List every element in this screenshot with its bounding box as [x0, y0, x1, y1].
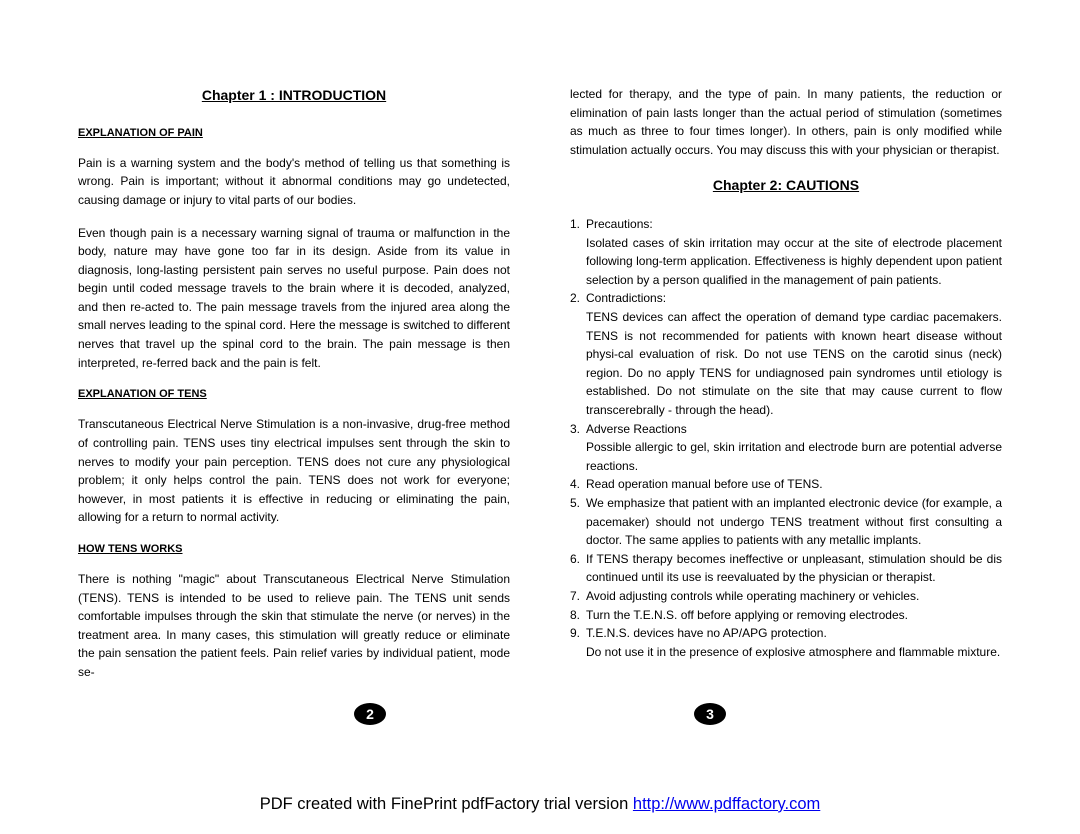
list-text: Avoid adjusting controls while operating…: [586, 587, 1002, 606]
list-item: 9.T.E.N.S. devices have no AP/APG protec…: [570, 624, 1002, 643]
list-number: 1.: [570, 215, 586, 234]
list-number: [570, 438, 586, 475]
page-number-left: 2: [354, 703, 386, 725]
list-number: [570, 643, 586, 662]
paragraph: Transcutaneous Electrical Nerve Stimulat…: [78, 415, 510, 527]
chapter2-title: Chapter 2: CAUTIONS: [570, 175, 1002, 197]
cautions-list: 1.Precautions: Isolated cases of skin ir…: [570, 215, 1002, 661]
list-item: Possible allergic to gel, skin irritatio…: [570, 438, 1002, 475]
list-text: Isolated cases of skin irritation may oc…: [586, 234, 1002, 290]
heading-explanation-pain: EXPLANATION OF PAIN: [78, 125, 510, 142]
chapter1-title: Chapter 1 : INTRODUCTION: [78, 85, 510, 107]
heading-how-tens-works: HOW TENS WORKS: [78, 541, 510, 558]
page-right: lected for therapy, and the type of pain…: [570, 85, 1002, 695]
page-number-right: 3: [694, 703, 726, 725]
list-text: We emphasize that patient with an implan…: [586, 494, 1002, 550]
list-item: 7.Avoid adjusting controls while operati…: [570, 587, 1002, 606]
list-number: [570, 234, 586, 290]
list-text: Precautions:: [586, 215, 1002, 234]
paragraph: There is nothing "magic" about Transcuta…: [78, 570, 510, 682]
list-item: 2.Contradictions:: [570, 289, 1002, 308]
list-number: 9.: [570, 624, 586, 643]
list-text: T.E.N.S. devices have no AP/APG protecti…: [586, 624, 1002, 643]
footer: PDF created with FinePrint pdfFactory tr…: [0, 795, 1080, 814]
list-number: 2.: [570, 289, 586, 308]
list-number: 3.: [570, 420, 586, 439]
list-number: 4.: [570, 475, 586, 494]
list-item: Do not use it in the presence of explosi…: [570, 643, 1002, 662]
list-item: 5.We emphasize that patient with an impl…: [570, 494, 1002, 550]
footer-link[interactable]: http://www.pdffactory.com: [633, 795, 820, 813]
page-number-row: 2 3: [0, 703, 1080, 725]
list-number: 8.: [570, 606, 586, 625]
list-text: Adverse Reactions: [586, 420, 1002, 439]
list-number: 7.: [570, 587, 586, 606]
list-text: Read operation manual before use of TENS…: [586, 475, 1002, 494]
list-text: Turn the T.E.N.S. off before applying or…: [586, 606, 1002, 625]
list-text: Do not use it in the presence of explosi…: [586, 643, 1002, 662]
list-item: Isolated cases of skin irritation may oc…: [570, 234, 1002, 290]
paragraph-continuation: lected for therapy, and the type of pain…: [570, 85, 1002, 159]
page-left: Chapter 1 : INTRODUCTION EXPLANATION OF …: [78, 85, 510, 695]
list-item: 8.Turn the T.E.N.S. off before applying …: [570, 606, 1002, 625]
footer-text: PDF created with FinePrint pdfFactory tr…: [260, 795, 633, 813]
list-number: 6.: [570, 550, 586, 587]
list-item: 1.Precautions:: [570, 215, 1002, 234]
list-text: TENS devices can affect the operation of…: [586, 308, 1002, 420]
list-text: Contradictions:: [586, 289, 1002, 308]
list-number: [570, 308, 586, 420]
list-item: 6.If TENS therapy becomes ineffective or…: [570, 550, 1002, 587]
list-text: If TENS therapy becomes ineffective or u…: [586, 550, 1002, 587]
list-item: 3.Adverse Reactions: [570, 420, 1002, 439]
pages-container: Chapter 1 : INTRODUCTION EXPLANATION OF …: [0, 0, 1080, 695]
list-text: Possible allergic to gel, skin irritatio…: [586, 438, 1002, 475]
list-item: 4.Read operation manual before use of TE…: [570, 475, 1002, 494]
heading-explanation-tens: EXPLANATION OF TENS: [78, 386, 510, 403]
list-item: TENS devices can affect the operation of…: [570, 308, 1002, 420]
list-number: 5.: [570, 494, 586, 550]
paragraph: Even though pain is a necessary warning …: [78, 224, 510, 373]
paragraph: Pain is a warning system and the body's …: [78, 154, 510, 210]
